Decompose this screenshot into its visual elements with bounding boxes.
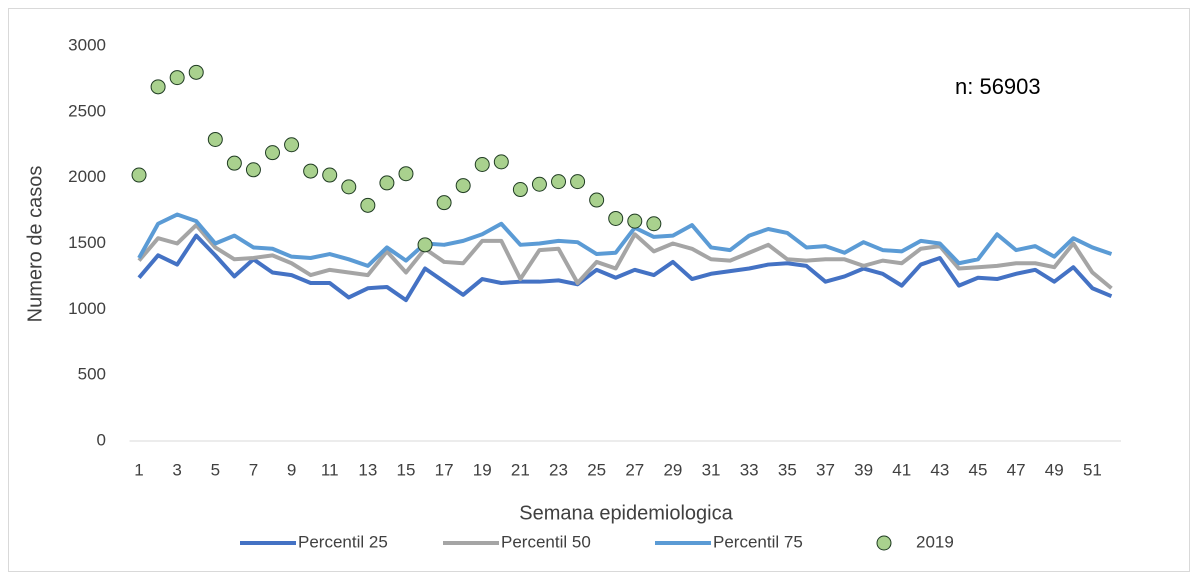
scatter-point [265, 145, 281, 161]
scatter-point [417, 237, 433, 253]
x-tick-label: 1 [134, 460, 143, 479]
scatter-point [608, 210, 624, 226]
scatter-point [627, 213, 643, 229]
scatter-point [474, 157, 490, 172]
scatter-point [379, 175, 395, 191]
legend-label: Percentil 50 [501, 532, 591, 551]
y-tick-label: 2500 [68, 101, 106, 120]
annotation: n: 56903 [955, 74, 1041, 99]
scatter-point [589, 192, 605, 208]
x-tick-label: 41 [892, 460, 911, 479]
x-tick-label: 11 [321, 460, 339, 479]
chart-border [8, 8, 1190, 572]
x-tick-label: 5 [211, 460, 220, 479]
scatter-point [169, 70, 185, 86]
line-series [137, 212, 1113, 268]
scatter-point [455, 178, 471, 194]
scatter-point [512, 182, 528, 198]
x-tick-label: 3 [172, 460, 181, 479]
x-tick-label: 33 [740, 460, 759, 479]
x-tick-label: 17 [435, 460, 454, 479]
y-tick-label: 1500 [68, 233, 106, 252]
y-tick-label: 2000 [68, 167, 106, 186]
x-tick-label: 43 [930, 460, 949, 479]
scatter-point [436, 195, 452, 211]
scatter-point [131, 167, 147, 183]
x-tick-label: 23 [549, 460, 568, 479]
scatter-point [207, 131, 223, 147]
y-tick-label: 3000 [68, 35, 106, 54]
x-tick-label: 25 [587, 460, 606, 479]
x-tick-label: 9 [287, 460, 296, 479]
x-tick-label: 49 [1045, 460, 1064, 479]
scatter-point [646, 216, 662, 232]
y-axis-title: Numero de casos [24, 166, 46, 323]
scatter-point [188, 64, 204, 80]
scatter-point [570, 174, 586, 190]
scatter-point [398, 166, 414, 182]
x-tick-label: 51 [1083, 460, 1102, 479]
line-series [137, 233, 1113, 303]
line-series [137, 223, 1113, 290]
x-tick-label: 13 [358, 460, 377, 479]
scatter-point [493, 154, 509, 170]
x-tick-label: 29 [663, 460, 682, 479]
scatter-point [551, 174, 567, 190]
scatter-point [284, 137, 300, 153]
x-tick-label: 37 [816, 460, 835, 479]
x-tick-label: 31 [702, 460, 721, 479]
x-tick-label: 7 [249, 460, 258, 479]
x-tick-label: 47 [1007, 460, 1026, 479]
y-tick-label: 0 [97, 430, 106, 449]
scatter-point [245, 162, 261, 178]
x-tick-label: 45 [969, 460, 988, 479]
scatter-point [150, 79, 166, 95]
x-tick-label: 27 [625, 460, 644, 479]
legend-label: Percentil 25 [298, 532, 388, 551]
scatter-point [360, 197, 376, 213]
scatter-point [341, 179, 357, 195]
x-tick-label: 39 [854, 460, 873, 479]
scatter-point [531, 176, 547, 192]
y-tick-label: 500 [78, 365, 106, 384]
x-tick-label: 21 [511, 460, 530, 479]
y-tick-label: 1000 [68, 299, 106, 318]
x-tick-label: 19 [473, 460, 492, 479]
scatter-point [226, 155, 242, 171]
scatter-point [322, 167, 338, 183]
legend-label: Percentil 75 [713, 532, 803, 551]
legend-marker [876, 535, 892, 551]
x-tick-label: 35 [778, 460, 797, 479]
scatter-point [303, 163, 319, 179]
x-tick-label: 15 [397, 460, 416, 479]
legend-label: 2019 [916, 532, 954, 551]
x-axis-title: Semana epidemiologica [519, 502, 733, 524]
